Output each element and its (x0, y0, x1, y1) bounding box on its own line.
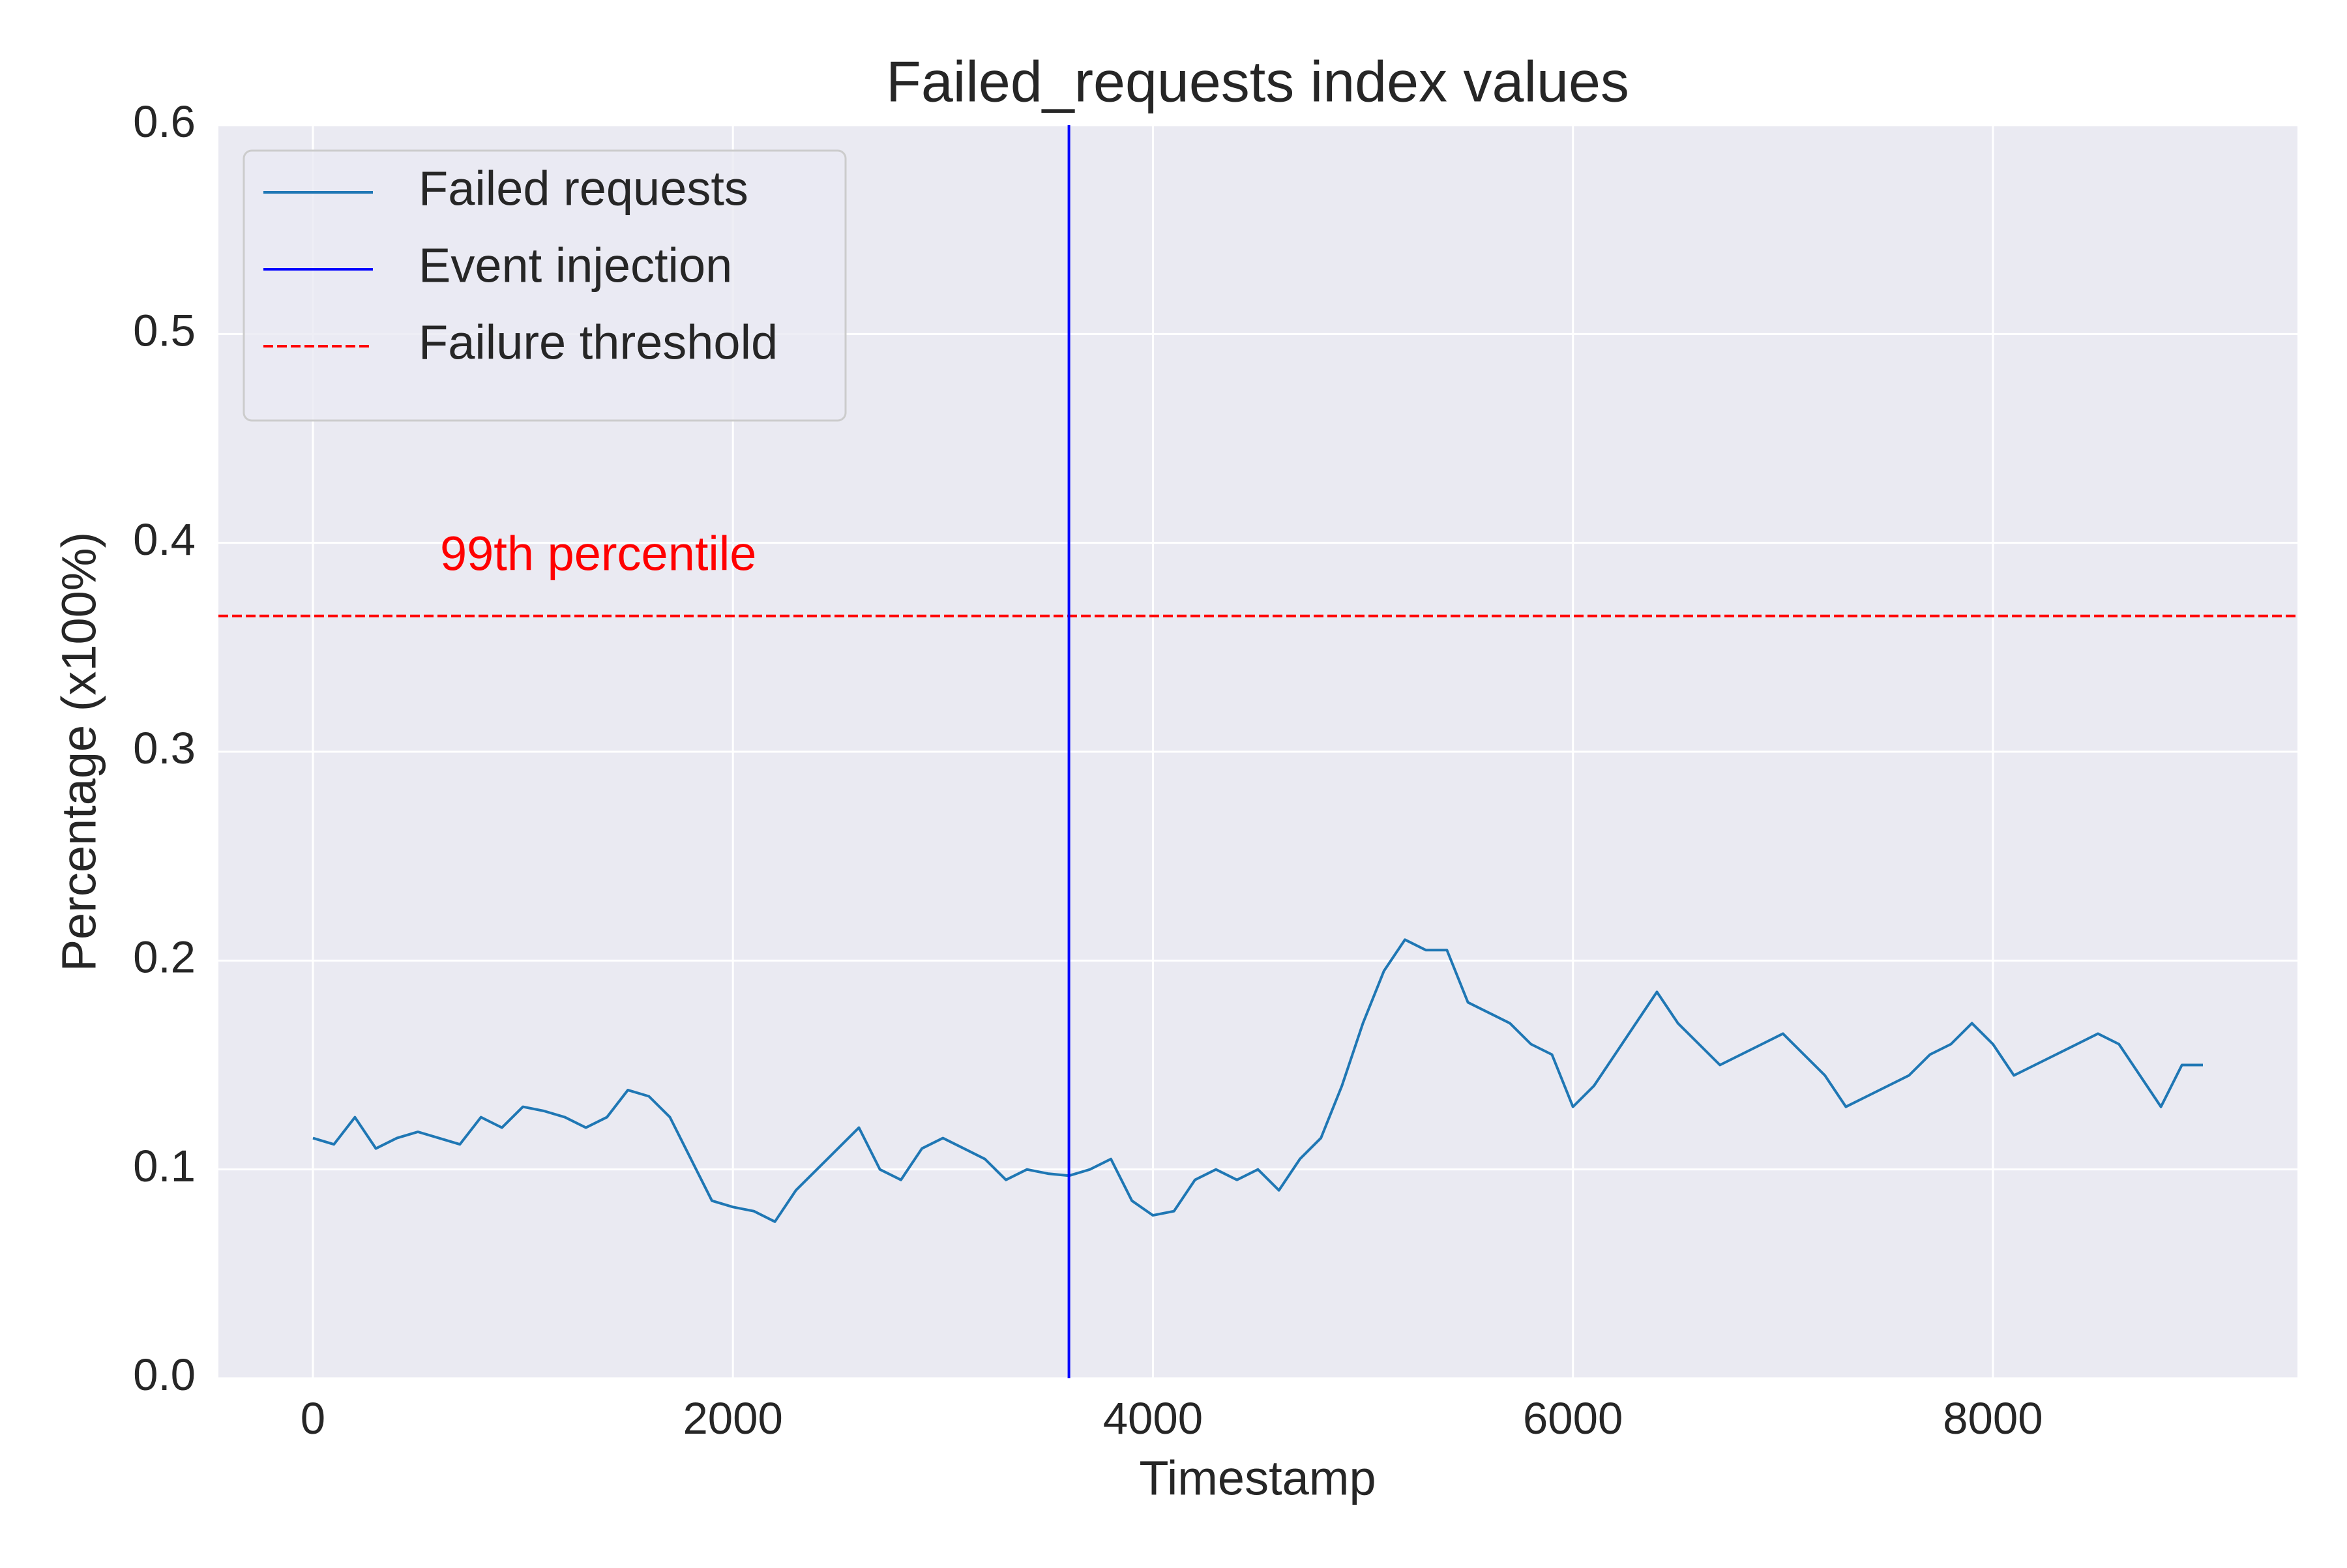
annotation: 99th percentile (440, 526, 756, 580)
x-axis-label: Timestamp (1139, 1451, 1376, 1505)
y-tick-label: 0.2 (133, 932, 196, 983)
y-tick-label: 0.4 (133, 514, 196, 565)
legend-box (243, 149, 847, 422)
legend-label: Failed requests (419, 162, 748, 216)
x-tick-label: 2000 (683, 1393, 783, 1443)
data-line (312, 938, 2203, 1223)
x-tick-label: 0 (301, 1393, 325, 1443)
y-tick-label: 0.5 (133, 306, 196, 356)
y-axis-label: Percentage (x100%) (52, 532, 106, 972)
x-tick-label: 4000 (1103, 1393, 1203, 1443)
chart-title: Failed_requests index values (886, 49, 1629, 113)
y-tick-label: 0.6 (133, 96, 196, 147)
y-tick-label: 0.3 (133, 723, 196, 773)
y-tick-label: 0.0 (133, 1350, 196, 1400)
legend: Failed requests Event injection Failure th… (243, 149, 847, 422)
x-tick-label: 8000 (1943, 1393, 2043, 1443)
legend-label: Event injection (419, 239, 732, 293)
y-tick-label: 0.1 (133, 1141, 196, 1191)
x-tick-label: 6000 (1523, 1393, 1623, 1443)
legend-label: Failure threshold (419, 316, 778, 370)
